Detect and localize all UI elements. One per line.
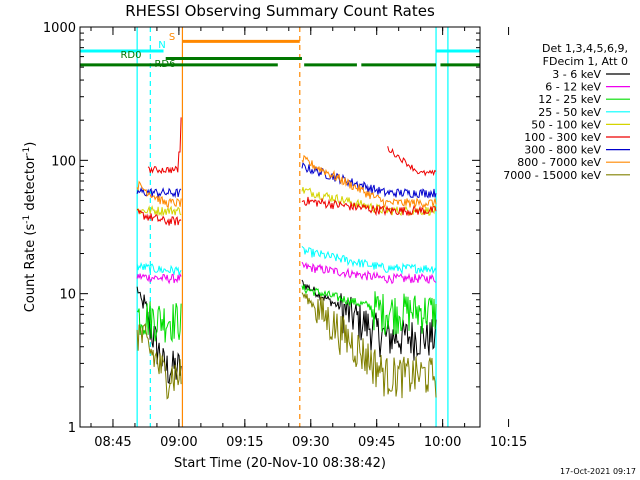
series-line-5-seg2 xyxy=(301,196,437,217)
series-line-7-seg2 xyxy=(301,154,437,209)
series-line-8-seg1 xyxy=(136,323,182,400)
state-label-rd6: RD6 xyxy=(154,59,175,70)
legend-header-0: Det 1,3,4,5,6,9, xyxy=(542,42,628,55)
series-line-2-seg1 xyxy=(136,301,182,343)
plot-frame xyxy=(79,26,481,428)
x-tick-label-6: 10:15 xyxy=(490,435,527,450)
legend-label-3: 25 - 50 keV xyxy=(538,106,601,119)
y-tick-label-2: 100 xyxy=(51,154,76,169)
legend-label-2: 12 - 25 keV xyxy=(538,93,601,106)
series-line-0-seg2 xyxy=(301,279,437,361)
state-label-s: S xyxy=(169,32,175,43)
series-line-0-seg1 xyxy=(136,286,182,385)
series-red-upper-seg2 xyxy=(387,146,437,177)
legend: Det 1,3,4,5,6,9,FDecim 1, Att 03 - 6 keV… xyxy=(503,42,630,182)
legend-label-6: 300 - 800 keV xyxy=(524,144,601,157)
series-line-4-seg1 xyxy=(136,205,182,217)
footer-timestamp: 17-Oct-2021 09:17 xyxy=(560,467,636,476)
state-label-rd0: RD0 xyxy=(120,50,141,61)
chart-title: RHESSI Observing Summary Count Rates xyxy=(125,2,435,20)
y-axis-label: Count Rate (s-1 detector-1) xyxy=(22,142,38,313)
series-line-3-seg1 xyxy=(136,261,182,276)
series-line-8-seg2 xyxy=(301,292,437,399)
x-tick-label-0: 08:45 xyxy=(94,435,131,450)
y-axis: 1 10 100 1000 xyxy=(43,21,480,436)
series-line-2-seg2 xyxy=(301,284,437,335)
legend-label-1: 6 - 12 keV xyxy=(545,81,601,94)
x-tick-label-2: 09:15 xyxy=(226,435,263,450)
series-line-7-seg1 xyxy=(136,180,182,209)
x-tick-label-5: 10:00 xyxy=(424,435,461,450)
legend-label-0: 3 - 6 keV xyxy=(552,68,601,81)
x-tick-label-4: 09:45 xyxy=(358,435,395,450)
plot-area: RD0 RD6 NS xyxy=(80,27,480,427)
plot-content: RD0 RD6 NS xyxy=(80,27,480,427)
x-tick-label-3: 09:30 xyxy=(292,435,329,450)
series-line-3-seg2 xyxy=(301,245,437,275)
legend-label-5: 100 - 300 keV xyxy=(524,131,601,144)
state-label-n: N xyxy=(158,40,165,51)
series-red-upper-seg1 xyxy=(147,117,182,175)
x-axis: 08:45 09:00 09:15 09:30 09:45 10:00 10:15 xyxy=(90,27,527,450)
legend-label-4: 50 - 100 keV xyxy=(531,118,601,131)
legend-label-8: 7000 - 15000 keV xyxy=(503,169,601,182)
legend-header-1: FDecim 1, Att 0 xyxy=(543,55,628,68)
y-tick-label-1: 10 xyxy=(59,288,76,303)
y-tick-label-0: 1 xyxy=(68,421,76,436)
series-line-1-seg1 xyxy=(136,272,182,285)
x-axis-label: Start Time (20-Nov-10 08:38:42) xyxy=(174,456,386,471)
series-line-6-seg1 xyxy=(136,186,182,199)
legend-label-7: 800 - 7000 keV xyxy=(517,156,601,169)
series-line-1-seg2 xyxy=(301,261,437,285)
series-line-5-seg1 xyxy=(136,208,182,226)
y-tick-label-3: 1000 xyxy=(43,21,76,36)
x-tick-label-1: 09:00 xyxy=(160,435,197,450)
